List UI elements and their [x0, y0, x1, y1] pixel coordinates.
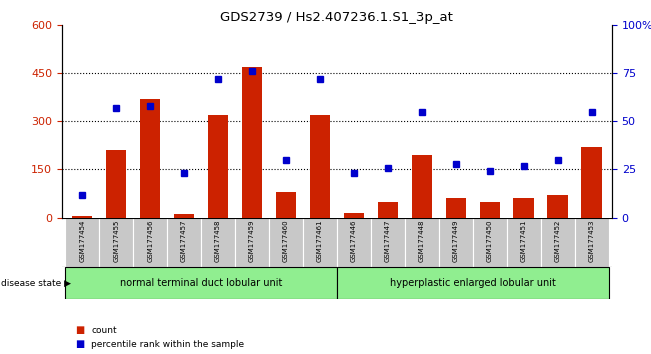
Bar	[411, 155, 432, 218]
Bar	[303, 218, 337, 267]
Bar	[174, 215, 194, 218]
Text: GSM177456: GSM177456	[147, 219, 153, 262]
Bar	[201, 218, 235, 267]
Bar	[439, 218, 473, 267]
Bar	[473, 218, 506, 267]
Bar	[378, 202, 398, 218]
Text: GSM177448: GSM177448	[419, 219, 425, 262]
Text: GSM177459: GSM177459	[249, 219, 255, 262]
Text: GSM177461: GSM177461	[317, 219, 323, 262]
Text: percentile rank within the sample: percentile rank within the sample	[91, 340, 244, 349]
Bar	[242, 67, 262, 218]
Text: ■: ■	[75, 325, 84, 335]
Text: GSM177460: GSM177460	[283, 219, 289, 262]
Text: GSM177447: GSM177447	[385, 219, 391, 262]
Bar	[337, 218, 371, 267]
Text: disease state ▶: disease state ▶	[1, 279, 71, 288]
Text: GSM177450: GSM177450	[487, 219, 493, 262]
Text: GSM177446: GSM177446	[351, 219, 357, 262]
Bar	[133, 218, 167, 267]
Text: GSM177449: GSM177449	[452, 219, 459, 262]
Bar	[99, 218, 133, 267]
Bar	[575, 218, 609, 267]
Text: hyperplastic enlarged lobular unit: hyperplastic enlarged lobular unit	[390, 278, 556, 288]
Bar	[514, 198, 534, 218]
Bar	[310, 115, 330, 218]
Bar	[405, 218, 439, 267]
Bar	[344, 213, 364, 218]
Text: GSM177454: GSM177454	[79, 219, 85, 262]
Bar	[547, 195, 568, 218]
Bar	[106, 150, 126, 218]
Text: GSM177453: GSM177453	[589, 219, 594, 262]
Bar	[581, 147, 602, 218]
Bar	[65, 267, 337, 299]
Text: GSM177451: GSM177451	[521, 219, 527, 262]
Text: GSM177458: GSM177458	[215, 219, 221, 262]
Bar	[480, 202, 500, 218]
Bar	[167, 218, 201, 267]
Bar	[337, 267, 609, 299]
Title: GDS2739 / Hs2.407236.1.S1_3p_at: GDS2739 / Hs2.407236.1.S1_3p_at	[221, 11, 453, 24]
Bar	[65, 218, 99, 267]
Bar	[235, 218, 269, 267]
Text: ■: ■	[75, 339, 84, 349]
Bar	[140, 99, 160, 218]
Bar	[540, 218, 575, 267]
Text: GSM177455: GSM177455	[113, 219, 119, 262]
Text: GSM177457: GSM177457	[181, 219, 187, 262]
Bar	[371, 218, 405, 267]
Bar	[269, 218, 303, 267]
Bar	[72, 216, 92, 218]
Bar	[445, 198, 466, 218]
Bar	[276, 192, 296, 218]
Bar	[208, 115, 229, 218]
Text: normal terminal duct lobular unit: normal terminal duct lobular unit	[120, 278, 283, 288]
Bar	[506, 218, 540, 267]
Text: GSM177452: GSM177452	[555, 219, 561, 262]
Text: count: count	[91, 326, 117, 335]
